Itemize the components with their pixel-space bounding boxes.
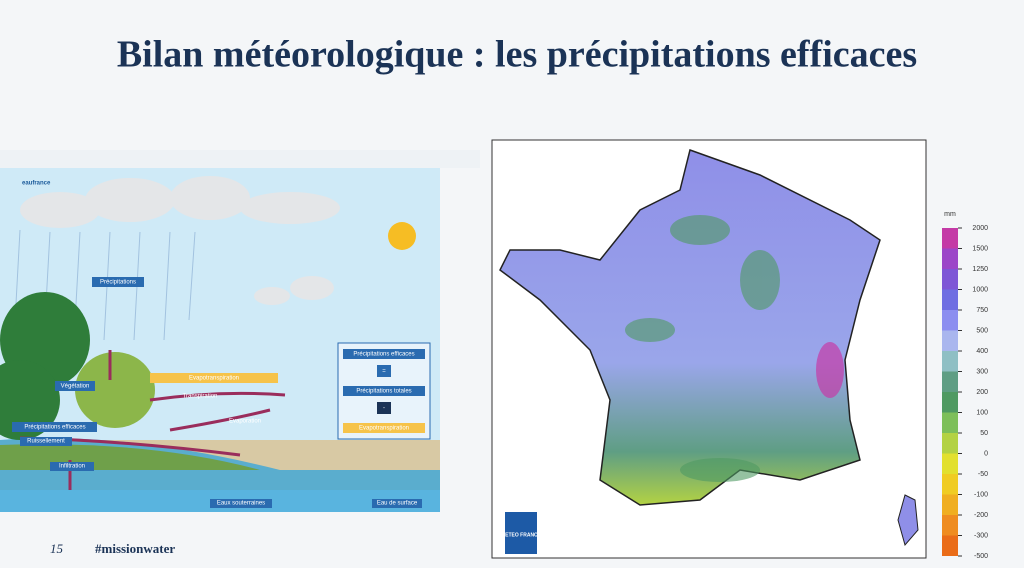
corsica <box>897 494 919 547</box>
label: Eau de surface <box>377 501 418 507</box>
legend-swatch <box>942 330 958 351</box>
legend-swatch <box>942 433 958 454</box>
label: Evapotranspiration <box>189 376 239 382</box>
rain <box>13 229 196 341</box>
labels: Précipitations Végétation Evapotranspira… <box>12 277 422 508</box>
legend-tick-label: 1500 <box>972 245 988 252</box>
formula-box: Précipitations efficaces = Précipitation… <box>337 342 431 440</box>
logo: eaufrance <box>22 181 51 187</box>
legend-swatch <box>942 289 958 310</box>
page-number: 15 <box>50 541 64 556</box>
legend-tick-label: 200 <box>976 389 988 396</box>
legend-tick-label: -200 <box>974 512 988 519</box>
label: Infiltration <box>59 464 85 470</box>
legend-tick-label: -100 <box>974 491 988 498</box>
meteo-logo <box>505 512 537 554</box>
color-legend: 2000150012501000750500400300200100500-50… <box>942 225 988 560</box>
legend-tick-label: 300 <box>976 368 988 375</box>
label: Ruissellement <box>27 439 65 445</box>
legend-tick-label: 1250 <box>972 266 988 273</box>
legend-swatch <box>942 453 958 474</box>
frame <box>0 150 480 168</box>
label: Eaux souterraines <box>217 501 265 507</box>
legend-tick-label: 100 <box>976 409 988 416</box>
formula-text: - <box>383 406 385 412</box>
formula-text: Précipitations totales <box>356 389 411 395</box>
legend-tick-label: 2000 <box>972 225 988 232</box>
legend-unit: mm <box>944 211 956 218</box>
legend-tick-label: 0 <box>984 450 988 457</box>
clouds <box>20 176 340 305</box>
legend-swatch <box>942 535 958 556</box>
label: Précipitations efficaces <box>24 425 85 431</box>
map-patch <box>816 342 844 398</box>
legend-swatch <box>942 494 958 515</box>
legend-swatch <box>942 351 958 372</box>
legend-tick-label: 50 <box>980 430 988 437</box>
legend-tick-label: -50 <box>978 471 988 478</box>
legend-tick-label: -300 <box>974 532 988 539</box>
label: Végétation <box>61 384 90 390</box>
formula-text: = <box>382 369 386 375</box>
legend-tick-label: 1000 <box>972 286 988 293</box>
label: Evaporation <box>229 419 261 425</box>
france-map <box>499 149 881 506</box>
hashtag: #missionwater <box>95 541 175 556</box>
legend-tick-label: -500 <box>974 553 988 560</box>
water-cycle-diagram: eaufrance Précipitations Végétation Evap… <box>0 150 480 512</box>
trees <box>0 292 155 440</box>
label: Précipitations <box>100 280 136 286</box>
legend-tick-label: 400 <box>976 348 988 355</box>
legend-swatch <box>942 310 958 331</box>
formula-text: Précipitations efficaces <box>353 352 414 358</box>
title: Bilan météorologique : les précipitation… <box>117 34 917 76</box>
label: Transpiration <box>183 394 218 400</box>
evapo-band <box>150 373 278 383</box>
legend-swatch <box>942 474 958 495</box>
legend-swatch <box>942 392 958 413</box>
legend-tick-label: 500 <box>976 327 988 334</box>
meteo-logo-text: METEO FRANCE <box>501 532 542 538</box>
legend-tick-label: 750 <box>976 307 988 314</box>
legend-swatch <box>942 248 958 269</box>
legend-swatch <box>942 228 958 249</box>
legend-swatch <box>942 371 958 392</box>
sun <box>388 222 416 250</box>
map-patches <box>625 215 780 482</box>
legend-swatch <box>942 515 958 536</box>
formula-text: Evapotranspiration <box>359 426 409 432</box>
legend-swatch <box>942 269 958 290</box>
legend-swatch <box>942 412 958 433</box>
